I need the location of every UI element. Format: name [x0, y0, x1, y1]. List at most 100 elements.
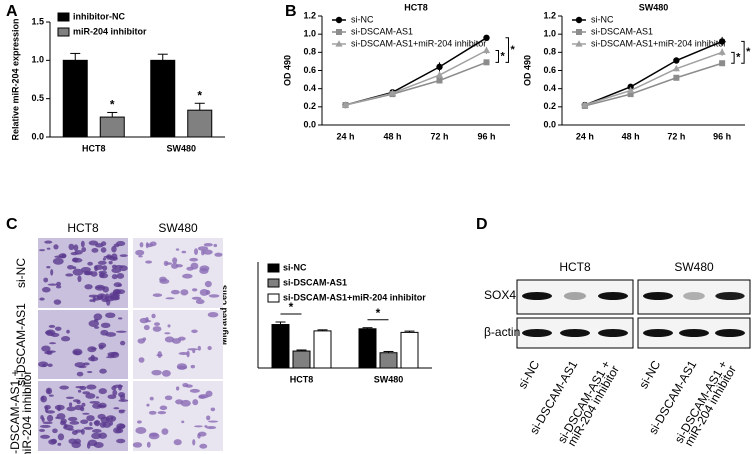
bar [187, 109, 213, 138]
cell-stain [111, 385, 117, 391]
y-tick-label: 0.5 [31, 93, 44, 103]
cell-stain [117, 384, 123, 391]
cell-stain [77, 389, 82, 393]
cell-stain [44, 351, 51, 355]
cell-stain [84, 284, 93, 290]
y-tick-label: 0.8 [303, 47, 316, 57]
cell-stain [92, 429, 102, 433]
chart-title: HCT8 [404, 2, 428, 12]
cell-stain [67, 416, 78, 422]
marker [388, 89, 397, 96]
cell-stain [79, 385, 87, 391]
marker [627, 86, 635, 94]
cell-stain [80, 428, 85, 435]
significance-bracket [505, 37, 509, 63]
bar [99, 116, 125, 138]
cell-stain [83, 362, 90, 366]
cell-stain [97, 260, 107, 265]
x-tick-label: 96 h [477, 131, 495, 141]
legend-swatch [267, 293, 280, 303]
cell-stain [159, 405, 168, 411]
y-axis-label: Migrated cells [218, 285, 228, 345]
significance-label: * [289, 300, 294, 314]
significance-bracket [731, 51, 735, 64]
cell-stain [119, 265, 128, 272]
blot-band [598, 292, 628, 300]
cell-stain [178, 352, 189, 355]
cell-stain [207, 346, 212, 351]
cell-stain [94, 318, 99, 322]
cell-stain [45, 387, 53, 395]
cell-stain [74, 362, 86, 368]
cell-stain [39, 297, 45, 301]
bar [62, 59, 88, 138]
cell-stain [111, 267, 122, 273]
cell-stain [175, 264, 183, 268]
cell-stain [180, 399, 191, 407]
cell-stain [186, 266, 194, 271]
y-tick-label: 0.0 [543, 119, 556, 129]
x-tick-label: 72 h [667, 131, 685, 141]
cell-stain [191, 296, 202, 300]
x-tick-label: HCT8 [290, 374, 314, 384]
cell-stain [197, 345, 201, 351]
cell-stain [112, 290, 119, 296]
x-tick-label: HCT8 [82, 143, 106, 153]
y-axis-label: OD 490 [282, 55, 292, 86]
cell-stain [208, 420, 219, 423]
cell-stain [57, 433, 65, 441]
cell-stain [38, 361, 49, 368]
cell-stain [164, 332, 171, 335]
cell-stain [99, 273, 109, 279]
marker [627, 91, 634, 98]
bar [400, 331, 419, 369]
cell-stain [97, 413, 106, 420]
cell-stain [98, 342, 107, 349]
panel-label: A [6, 3, 18, 20]
cell-stain [92, 403, 103, 409]
cell-stain [46, 247, 51, 250]
cell-stain [199, 267, 209, 275]
blot-band [522, 292, 552, 300]
cell-stain [149, 396, 154, 401]
panel-label: D [476, 216, 488, 233]
cell-stain [111, 274, 118, 280]
cell-stain [41, 345, 51, 352]
significance-label: * [376, 306, 381, 320]
cell-stain [93, 264, 104, 270]
bar [358, 328, 377, 369]
cell-stain [56, 281, 62, 286]
significance-label: * [511, 44, 516, 56]
cell-stain [96, 296, 102, 300]
cell-stain [103, 255, 114, 258]
cell-stain [181, 420, 185, 424]
cell-stain [139, 317, 149, 324]
legend-label: si-DSCAM-AS1 [591, 26, 653, 36]
cell-stain [40, 434, 51, 439]
x-tick-label: 24 h [336, 131, 354, 141]
cell-stain [210, 407, 216, 412]
legend-label: si-DSCAM-AS1 [351, 26, 413, 36]
legend-label: miR-204 inhibitor [73, 26, 147, 36]
cell-stain [95, 286, 104, 289]
marker [672, 64, 680, 72]
row-label: miR-204 inhibitor [20, 371, 34, 454]
y-tick-label: 1.0 [303, 29, 316, 39]
cell-stain [89, 299, 94, 302]
blot-band [560, 329, 590, 337]
marker [575, 40, 583, 47]
cell-stain [70, 252, 79, 256]
cell-line-label: SW480 [674, 260, 714, 274]
cell-stain [199, 443, 208, 449]
cell-stain [135, 426, 147, 434]
cell-stain [192, 399, 199, 406]
y-tick-label: 0.6 [543, 65, 556, 75]
marker [483, 59, 490, 66]
y-axis-label: Relative miR-204 expression [10, 18, 20, 140]
cell-stain [72, 399, 80, 403]
cell-stain [105, 312, 116, 319]
cell-stain [68, 402, 73, 407]
cell-stain [138, 357, 145, 363]
cell-stain [69, 421, 80, 425]
